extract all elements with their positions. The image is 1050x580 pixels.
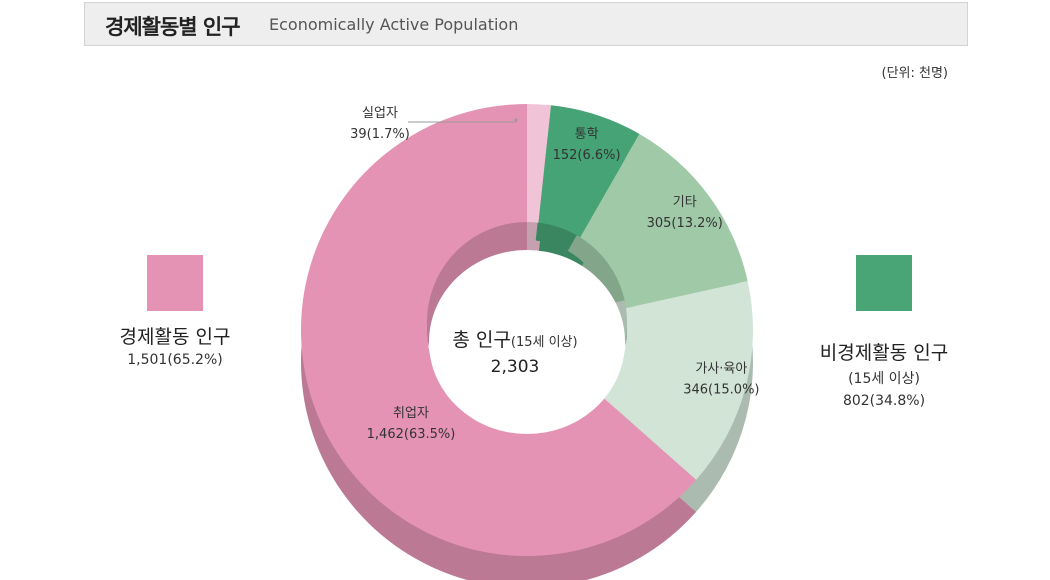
- slice-0: [527, 104, 551, 231]
- leader-dot-0: [514, 118, 518, 122]
- slice-inner-wall-1: [535, 222, 577, 251]
- slice-value-4: 1,462(63.5%): [367, 427, 456, 442]
- legend-noneconomic-name: 비경제활동 인구: [819, 342, 949, 364]
- slice-value-1: 152(6.6%): [553, 148, 621, 163]
- donut-hole: [429, 250, 625, 434]
- center-label: 총 인구: [452, 329, 510, 351]
- donut-slices: [300, 104, 753, 556]
- slice-label-3: 가사·육아: [695, 361, 747, 376]
- legend-economic-name: 경제활동 인구: [119, 326, 231, 348]
- slice-label-0: 실업자: [362, 106, 398, 121]
- slice-inner-wall-2: [567, 235, 625, 305]
- legend-swatch-noneconomic: [856, 255, 912, 311]
- title-bar: 경제활동별 인구 Economically Active Population: [84, 2, 968, 46]
- unit-label: (단위: 천명): [881, 66, 949, 81]
- slice-3: [601, 281, 753, 480]
- legend-economic-value: 1,501(65.2%): [127, 352, 223, 368]
- slice-label-2: 기타: [673, 195, 697, 210]
- center-total-value: 2,303: [491, 357, 540, 377]
- chart-title-english: Economically Active Population: [269, 15, 519, 34]
- legend-swatch-economic: [147, 255, 203, 311]
- slice-value-3: 346(15.0%): [683, 382, 759, 397]
- slice-2: [576, 133, 748, 309]
- donut-labels: 실업자 39(1.7%) 통학 152(6.6%) 기타 305(13.2%) 가사·육아 3…: [350, 106, 759, 442]
- legend-noneconomic-value: 802(34.8%): [842, 393, 926, 409]
- slice-value-2: 305(13.2%): [647, 216, 723, 231]
- slice-4: [300, 104, 697, 556]
- slice-1: [537, 105, 640, 244]
- center-total-label: 총 인구(15세 이상): [452, 329, 577, 351]
- legend-noneconomic-sub: (15세 이상): [848, 371, 920, 387]
- slice-value-0: 39(1.7%): [350, 127, 410, 142]
- slice-label-1: 통학: [575, 127, 599, 142]
- slice-label-4: 취업자: [393, 406, 429, 421]
- slice-inner-wall-0: [527, 222, 538, 241]
- chart-title: 경제활동별 인구: [105, 15, 241, 39]
- center-sublabel: (15세 이상): [511, 335, 578, 350]
